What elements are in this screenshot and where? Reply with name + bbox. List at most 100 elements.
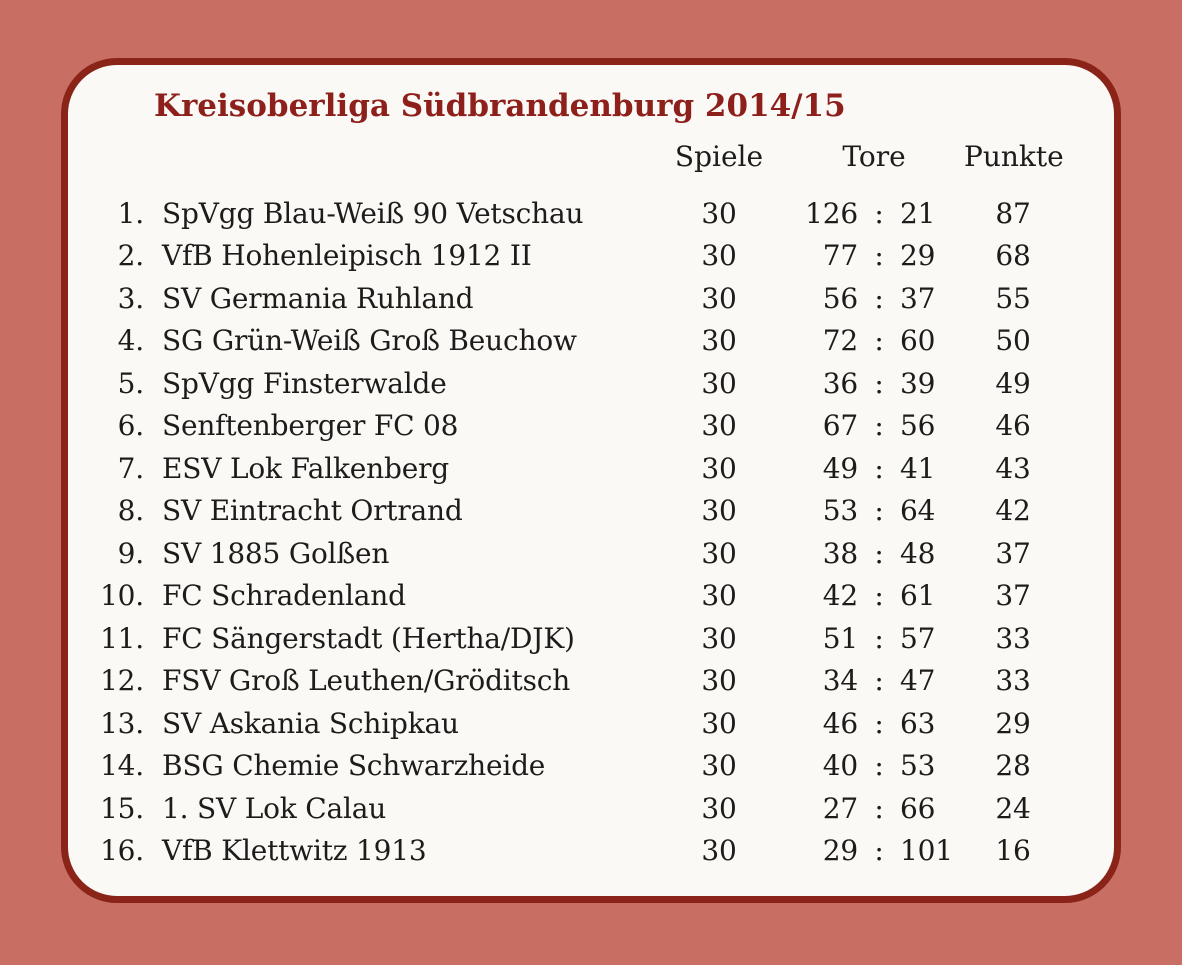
- team-name: SG Grün-Weiß Groß Beuchow: [162, 324, 577, 358]
- rank: 13.: [100, 706, 144, 740]
- goals-separator: :: [874, 281, 884, 315]
- goals-against: 61: [900, 579, 936, 613]
- table-row: 15. 1. SV Lok Calau 30 27 : 66 24: [68, 787, 1114, 830]
- goals-for: 72: [822, 324, 858, 358]
- points: 68: [995, 239, 1031, 273]
- rank: 6.: [117, 409, 145, 443]
- table-row: 5. SpVgg Finsterwalde 30 36 : 39 49: [68, 362, 1114, 405]
- goals-for: 77: [822, 239, 858, 273]
- goals-separator: :: [874, 621, 884, 655]
- rank: 10.: [100, 579, 144, 613]
- goals-against: 101: [900, 834, 953, 868]
- games-played: 30: [701, 324, 737, 358]
- rank: 1.: [117, 196, 145, 230]
- team-name: VfB Klettwitz 1913: [162, 834, 427, 868]
- goals-separator: :: [874, 664, 884, 698]
- points: 49: [995, 366, 1031, 400]
- goals-for: 67: [822, 409, 858, 443]
- goals-separator: :: [874, 239, 884, 273]
- games-played: 30: [701, 196, 737, 230]
- goals-for: 53: [822, 494, 858, 528]
- goals-separator: :: [874, 834, 884, 868]
- goals-separator: :: [874, 749, 884, 783]
- points: 16: [995, 834, 1031, 868]
- table-row: 1. SpVgg Blau-Weiß 90 Vetschau 30 126 : …: [68, 192, 1114, 235]
- games-played: 30: [701, 409, 737, 443]
- games-played: 30: [701, 494, 737, 528]
- goals-against: 37: [900, 281, 936, 315]
- games-played: 30: [701, 366, 737, 400]
- team-name: FSV Groß Leuthen/Gröditsch: [162, 664, 571, 698]
- goals-against: 48: [900, 536, 936, 570]
- team-name: SV Eintracht Ortrand: [162, 494, 463, 528]
- points: 29: [995, 706, 1031, 740]
- points: 33: [995, 664, 1031, 698]
- goals-for: 42: [822, 579, 858, 613]
- goals-against: 60: [900, 324, 936, 358]
- table-row: 6. Senftenberger FC 08 30 67 : 56 46: [68, 405, 1114, 448]
- points: 43: [995, 451, 1031, 485]
- table-row: 13. SV Askania Schipkau 30 46 : 63 29: [68, 702, 1114, 745]
- rank: 12.: [100, 664, 144, 698]
- table-row: 14. BSG Chemie Schwarzheide 30 40 : 53 2…: [68, 745, 1114, 788]
- rank: 2.: [117, 239, 145, 273]
- points: 28: [995, 749, 1031, 783]
- header-punkte: Punkte: [964, 139, 1064, 173]
- games-played: 30: [701, 281, 737, 315]
- team-name: SV Askania Schipkau: [162, 706, 459, 740]
- table-row: 2. VfB Hohenleipisch 1912 II 30 77 : 29 …: [68, 235, 1114, 278]
- rank: 14.: [100, 749, 144, 783]
- goals-against: 53: [900, 749, 936, 783]
- team-name: SV 1885 Golßen: [162, 536, 390, 570]
- goals-separator: :: [874, 451, 884, 485]
- goals-against: 57: [900, 621, 936, 655]
- table-row: 8. SV Eintracht Ortrand 30 53 : 64 42: [68, 490, 1114, 533]
- games-played: 30: [701, 664, 737, 698]
- rank: 11.: [100, 621, 144, 655]
- goals-against: 47: [900, 664, 936, 698]
- header-tore: Tore: [842, 139, 906, 173]
- team-name: FC Sängerstadt (Hertha/DJK): [162, 621, 575, 655]
- goals-separator: :: [874, 536, 884, 570]
- table-row: 7. ESV Lok Falkenberg 30 49 : 41 43: [68, 447, 1114, 490]
- goals-for: 51: [822, 621, 858, 655]
- points: 87: [995, 196, 1031, 230]
- goals-against: 21: [900, 196, 936, 230]
- goals-for: 27: [822, 791, 858, 825]
- points: 46: [995, 409, 1031, 443]
- goals-for: 29: [822, 834, 858, 868]
- header-spiele: Spiele: [674, 139, 764, 173]
- goals-separator: :: [874, 366, 884, 400]
- goals-separator: :: [874, 196, 884, 230]
- standings-card-inner: Kreisoberliga Südbrandenburg 2014/15 Spi…: [68, 65, 1114, 896]
- games-played: 30: [701, 579, 737, 613]
- rank: 7.: [117, 451, 145, 485]
- games-played: 30: [701, 451, 737, 485]
- games-played: 30: [701, 706, 737, 740]
- goals-against: 29: [900, 239, 936, 273]
- points: 55: [995, 281, 1031, 315]
- team-name: SV Germania Ruhland: [162, 281, 474, 315]
- goals-against: 64: [900, 494, 936, 528]
- rank: 5.: [117, 366, 145, 400]
- goals-against: 56: [900, 409, 936, 443]
- games-played: 30: [701, 791, 737, 825]
- standings-card: Kreisoberliga Südbrandenburg 2014/15 Spi…: [61, 58, 1121, 903]
- goals-separator: :: [874, 324, 884, 358]
- points: 50: [995, 324, 1031, 358]
- rank: 3.: [117, 281, 145, 315]
- standings-rows: 1. SpVgg Blau-Weiß 90 Vetschau 30 126 : …: [68, 192, 1114, 872]
- rank: 8.: [117, 494, 145, 528]
- table-row: 16. VfB Klettwitz 1913 30 29 : 101 16: [68, 830, 1114, 873]
- table-row: 11. FC Sängerstadt (Hertha/DJK) 30 51 : …: [68, 617, 1114, 660]
- goals-against: 66: [900, 791, 936, 825]
- team-name: VfB Hohenleipisch 1912 II: [162, 239, 532, 273]
- table-row: 4. SG Grün-Weiß Groß Beuchow 30 72 : 60 …: [68, 320, 1114, 363]
- points: 33: [995, 621, 1031, 655]
- goals-separator: :: [874, 409, 884, 443]
- table-row: 9. SV 1885 Golßen 30 38 : 48 37: [68, 532, 1114, 575]
- goals-for: 38: [822, 536, 858, 570]
- goals-separator: :: [874, 791, 884, 825]
- table-header-row: Spiele Tore Punkte: [68, 139, 1114, 173]
- team-name: Senftenberger FC 08: [162, 409, 459, 443]
